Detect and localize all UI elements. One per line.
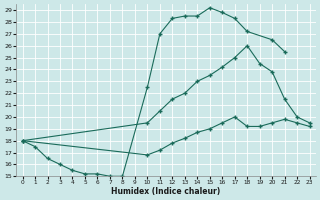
X-axis label: Humidex (Indice chaleur): Humidex (Indice chaleur) [111,187,221,196]
